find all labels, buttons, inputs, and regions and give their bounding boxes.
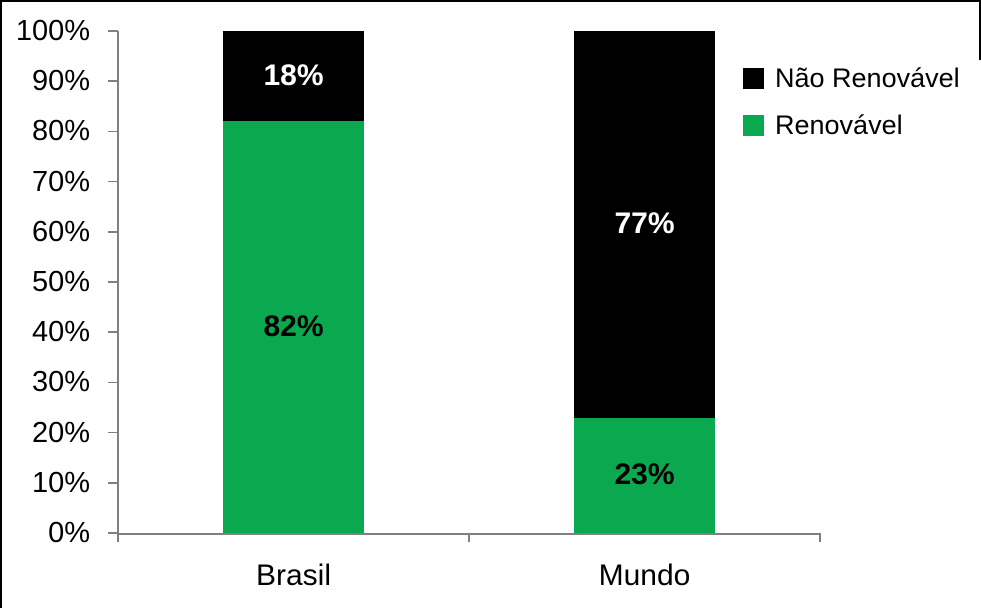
y-axis-tick bbox=[108, 482, 118, 484]
y-tick-label: 20% bbox=[31, 416, 90, 449]
legend-swatch-icon bbox=[743, 67, 764, 89]
y-tick-label: 90% bbox=[31, 65, 90, 98]
y-axis-tick bbox=[108, 532, 118, 534]
bar-data-label: 23% bbox=[614, 458, 675, 492]
y-tick-label: 70% bbox=[31, 165, 90, 198]
legend-label: Não Renovável bbox=[775, 63, 960, 93]
x-axis-tick bbox=[117, 533, 119, 542]
y-axis-tick bbox=[108, 431, 118, 434]
y-axis-tick bbox=[108, 331, 118, 333]
y-tick-label: 0% bbox=[48, 517, 90, 549]
legend-label: Renovável bbox=[775, 110, 903, 140]
y-tick-label: 100% bbox=[15, 15, 90, 47]
chart-border-left bbox=[0, 0, 2, 608]
y-tick-label: 10% bbox=[31, 466, 90, 499]
chart-border-top bbox=[0, 0, 981, 2]
y-axis-tick bbox=[108, 281, 118, 283]
bar-segment-não-renovável bbox=[223, 31, 364, 122]
y-tick-label: 30% bbox=[31, 366, 90, 399]
bar-segment-renovável bbox=[574, 417, 715, 533]
y-tick-label: 60% bbox=[31, 215, 90, 248]
bar-data-label: 77% bbox=[614, 207, 675, 241]
y-axis-tick bbox=[108, 231, 118, 233]
y-axis-tick bbox=[108, 180, 118, 183]
y-axis-tick bbox=[108, 381, 118, 384]
category-label: Brasil bbox=[255, 559, 331, 592]
y-tick-label: 40% bbox=[31, 316, 90, 349]
bar-segment-renovável bbox=[223, 121, 364, 533]
y-tick-label: 50% bbox=[31, 266, 90, 298]
bar-data-label: 82% bbox=[263, 310, 324, 344]
y-tick-label: 80% bbox=[31, 115, 90, 148]
y-axis-tick bbox=[108, 130, 118, 133]
bar-segment-não-renovável bbox=[574, 31, 715, 418]
x-axis-tick bbox=[819, 533, 821, 542]
y-axis-tick bbox=[108, 30, 118, 32]
legend-item: Renovável bbox=[743, 107, 903, 143]
x-axis-tick bbox=[468, 533, 470, 542]
bar-data-label: 18% bbox=[263, 59, 324, 93]
y-axis-tick bbox=[108, 80, 118, 82]
chart-border-right bbox=[979, 0, 981, 60]
category-label: Mundo bbox=[598, 559, 691, 592]
legend-swatch-icon bbox=[743, 114, 764, 136]
legend-item: Não Renovável bbox=[743, 60, 960, 96]
